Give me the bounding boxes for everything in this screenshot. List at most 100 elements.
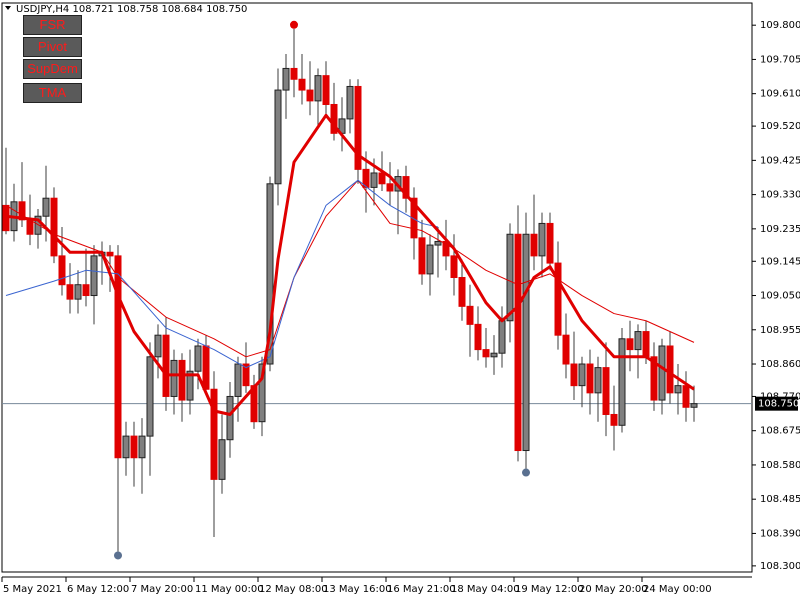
- candle-body: [522, 233, 530, 452]
- y-tick-label: 108.955: [760, 325, 800, 336]
- candle-body: [498, 320, 506, 354]
- candle-body: [618, 338, 626, 426]
- candle-body: [178, 359, 186, 401]
- x-tick-label: 7 May 20:00: [131, 584, 193, 595]
- candle-body: [114, 255, 122, 459]
- candle-body: [202, 345, 210, 390]
- candle-body: [562, 334, 570, 365]
- candle-body: [418, 237, 426, 275]
- candle-body: [514, 233, 522, 452]
- x-tick-label: 19 May 12:00: [515, 584, 584, 595]
- y-tick-label: 109.050: [760, 291, 800, 302]
- x-tick-label: 18 May 04:00: [451, 584, 520, 595]
- candle-body: [634, 331, 642, 351]
- candle-body: [482, 349, 490, 358]
- y-tick-label: 108.860: [760, 359, 800, 370]
- x-tick-label: 12 May 08:00: [259, 584, 328, 595]
- candle-body: [490, 352, 498, 358]
- plot-frame: [1, 2, 753, 573]
- candle-body: [194, 345, 202, 372]
- candle-body: [386, 183, 394, 192]
- current-price-label: 108.750: [758, 399, 799, 410]
- candle-body: [282, 67, 290, 91]
- candle-body: [154, 334, 162, 358]
- indicator-button[interactable]: FSR: [23, 15, 82, 35]
- candle-body: [314, 75, 322, 102]
- candle-body: [58, 255, 66, 286]
- candle-body: [410, 197, 418, 239]
- candle-body: [434, 240, 442, 246]
- candle-body: [146, 356, 154, 437]
- y-tick-label: 109.235: [760, 224, 800, 235]
- candle-body: [2, 204, 10, 232]
- candle-body: [554, 262, 562, 336]
- candle-body: [426, 244, 434, 275]
- indicator-line: [5, 113, 695, 416]
- candle-body: [610, 413, 618, 426]
- candle-body: [210, 388, 218, 480]
- candle-body: [682, 385, 690, 408]
- indicator-button[interactable]: TMA: [23, 83, 82, 103]
- chart-header: USDJPY,H4 108.721 108.758 108.684 108.75…: [16, 4, 247, 15]
- candle-body: [34, 215, 42, 235]
- candle-body: [266, 183, 274, 365]
- y-tick-label: 109.145: [760, 256, 800, 267]
- candle-body: [450, 255, 458, 279]
- candle-body: [66, 284, 74, 300]
- indicator-button[interactable]: Pivot: [23, 37, 82, 57]
- y-tick-label: 108.485: [760, 494, 800, 505]
- x-tick-label: 16 May 21:00: [387, 584, 456, 595]
- candle-body: [106, 251, 114, 257]
- candle-body: [242, 363, 250, 387]
- candle-body: [82, 284, 90, 297]
- candle-body: [538, 222, 546, 257]
- candle-body: [474, 323, 482, 351]
- x-tick-label: 5 May 2021: [3, 584, 62, 595]
- extreme-marker: [522, 468, 530, 477]
- x-tick-label: 13 May 16:00: [323, 584, 392, 595]
- y-tick-label: 109.610: [760, 89, 800, 100]
- candle-body: [74, 284, 82, 300]
- x-tick-label: 24 May 00:00: [643, 584, 712, 595]
- candle-body: [346, 85, 354, 120]
- candle-body: [658, 345, 666, 401]
- y-tick-label: 108.300: [760, 561, 800, 572]
- candle-body: [274, 89, 282, 185]
- candle-body: [258, 363, 266, 423]
- candle-body: [18, 201, 26, 221]
- candle-body: [130, 435, 138, 459]
- candle-body: [586, 363, 594, 394]
- candle-body: [578, 363, 586, 387]
- candle-body: [234, 363, 242, 397]
- candle-body: [458, 277, 466, 307]
- candle-body: [322, 75, 330, 105]
- candle-body: [90, 255, 98, 297]
- candle-body: [650, 356, 658, 401]
- x-tick-label: 20 May 20:00: [579, 584, 648, 595]
- candle-body: [354, 85, 362, 170]
- y-tick-label: 109.330: [760, 190, 800, 201]
- candle-body: [666, 345, 674, 394]
- candle-body: [26, 219, 34, 235]
- candle-body: [50, 197, 58, 257]
- y-tick-label: 108.675: [760, 426, 800, 437]
- y-tick-label: 109.705: [760, 54, 800, 65]
- indicator-button[interactable]: SupDem: [23, 59, 82, 79]
- candle-body: [602, 367, 610, 415]
- candle-body: [594, 367, 602, 394]
- candle-body: [290, 67, 298, 80]
- candle-body: [570, 363, 578, 387]
- candle-body: [218, 439, 226, 480]
- candle-body: [378, 172, 386, 185]
- indicator-line: [5, 179, 439, 369]
- candle-body: [306, 89, 314, 102]
- candle-body: [674, 385, 682, 394]
- candle-body: [402, 176, 410, 199]
- x-tick-label: 11 May 00:00: [195, 584, 264, 595]
- candle-body: [546, 222, 554, 264]
- candle-body: [138, 435, 146, 459]
- candle-body: [642, 331, 650, 358]
- candle-body: [122, 435, 130, 459]
